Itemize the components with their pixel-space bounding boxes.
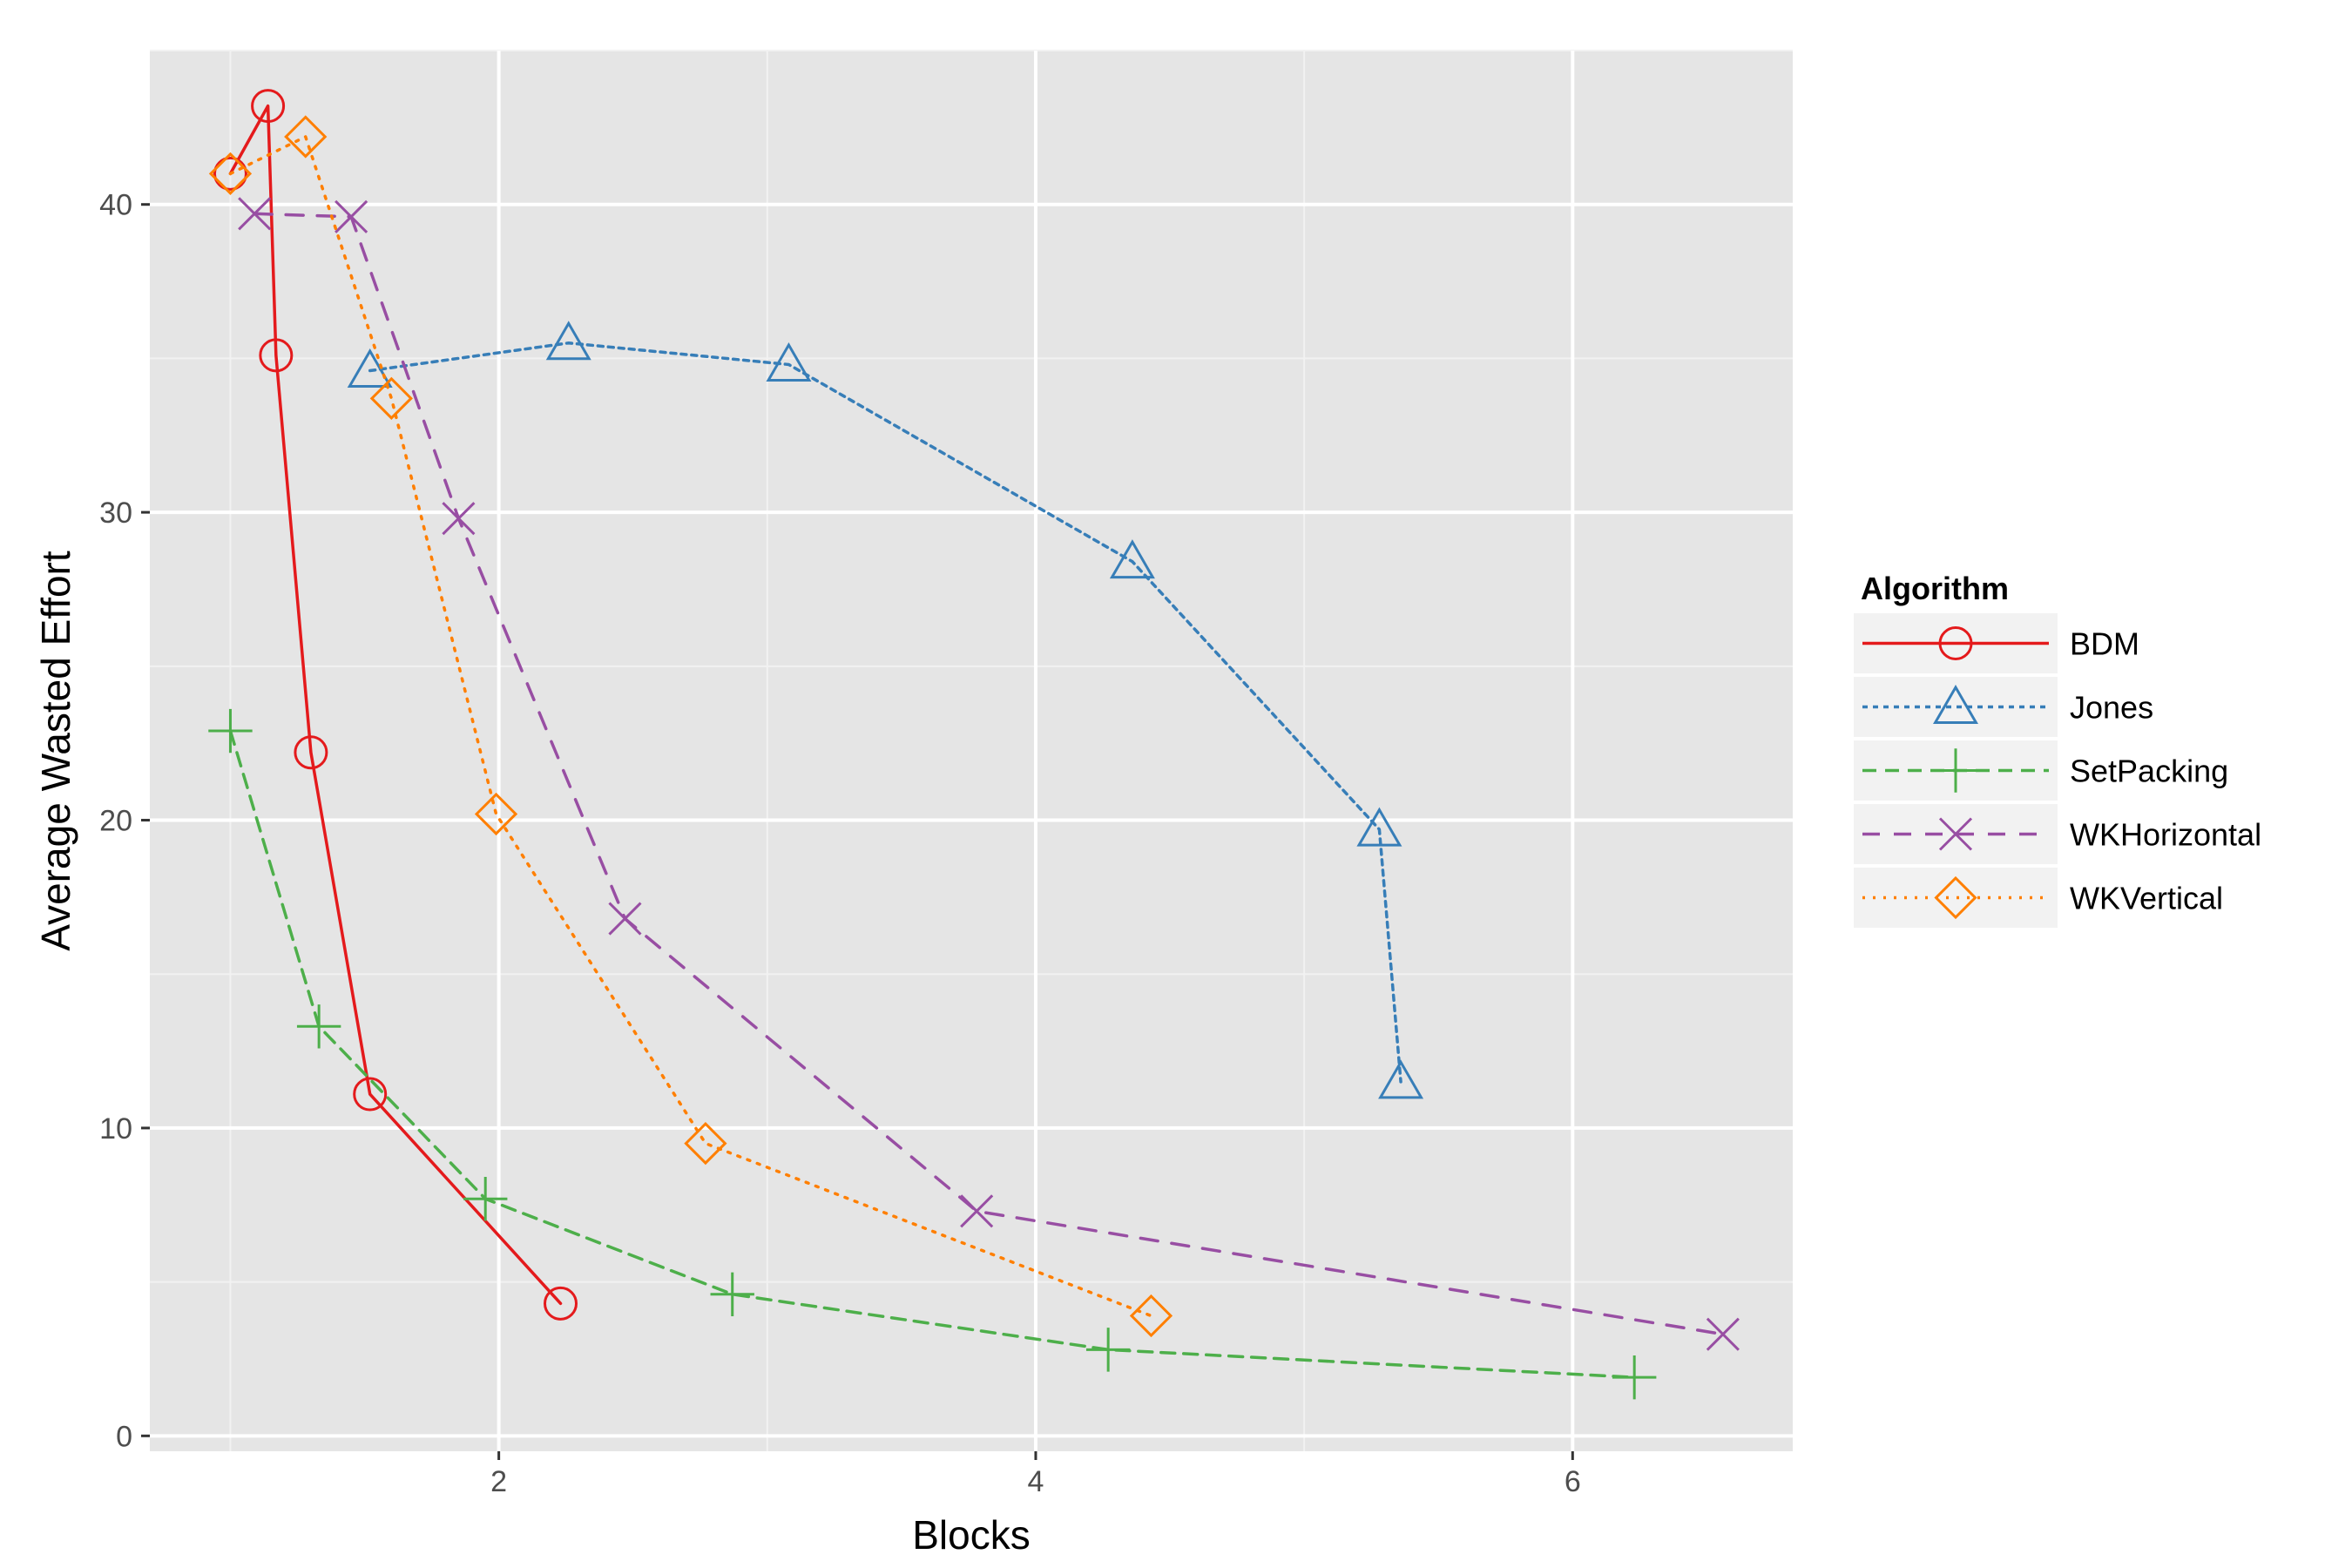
- axis-ticks: [141, 203, 1574, 1460]
- series-point-wkvertical: [284, 115, 328, 159]
- series-point-bdm: [251, 89, 286, 124]
- series-point-jones: [1109, 539, 1155, 579]
- series-point-jones: [347, 348, 393, 389]
- series-point-wkhorizontal: [960, 1194, 994, 1228]
- series-point-setpacking: [1085, 1328, 1131, 1372]
- y-tick-label: 40: [99, 189, 132, 222]
- series-point-wkvertical: [684, 1121, 727, 1166]
- legend-key-marker-wkhorizontal: [1938, 817, 1973, 851]
- series-layer: [208, 89, 1740, 1400]
- series-line-wkhorizontal: [253, 212, 1725, 1336]
- grid-minor: [150, 50, 1793, 1451]
- legend-title: Algorithm: [1861, 571, 2009, 606]
- series-point-wkhorizontal: [335, 199, 368, 233]
- legend-key-marker-setpacking: [1933, 748, 1978, 793]
- legend-label-jones: Jones: [2070, 690, 2153, 726]
- x-tick-label: 4: [1027, 1465, 1044, 1498]
- y-tick-label: 30: [99, 497, 132, 530]
- y-tick-label: 20: [99, 805, 132, 838]
- series-line-wkvertical: [228, 135, 1153, 1318]
- series-point-setpacking: [296, 1004, 341, 1049]
- series-point-bdm: [213, 156, 247, 191]
- legend-label-setpacking: SetPacking: [2070, 754, 2228, 789]
- series-point-setpacking: [710, 1272, 754, 1316]
- legend-label-wkhorizontal: WKHorizontal: [2070, 817, 2261, 853]
- axis-tick-labels: 2 4 6 0 10 20 30 40: [99, 189, 1581, 1498]
- series-point-bdm: [294, 735, 328, 770]
- legend-key-marker-wkvertical: [1934, 875, 1977, 920]
- y-tick-label: 0: [116, 1420, 132, 1453]
- y-tick-label: 10: [99, 1112, 132, 1146]
- series-point-wkvertical: [369, 376, 413, 420]
- series-point-bdm: [544, 1286, 578, 1321]
- series-point-setpacking: [208, 708, 253, 754]
- x-tick-label: 2: [490, 1465, 507, 1498]
- series-point-setpacking: [1612, 1355, 1657, 1400]
- series-point-bdm: [259, 338, 294, 373]
- series-point-wkhorizontal: [442, 502, 476, 536]
- series-point-jones: [1378, 1059, 1424, 1099]
- plot-panel: [150, 51, 1793, 1451]
- series-point-wkhorizontal: [608, 902, 642, 936]
- series-line-jones: [368, 341, 1402, 1084]
- series-line-bdm: [228, 104, 563, 1306]
- x-axis-title: Blocks: [912, 1512, 1030, 1558]
- y-axis-title: Average Wasted Effort: [33, 551, 78, 951]
- legend-key-marker-bdm: [1938, 626, 1973, 660]
- series-point-wkhorizontal: [238, 197, 272, 231]
- grid-major: [150, 51, 1793, 1451]
- series-point-jones: [766, 341, 812, 382]
- series-point-setpacking: [463, 1177, 508, 1221]
- series-point-wkhorizontal: [1706, 1317, 1740, 1351]
- x-tick-label: 6: [1565, 1465, 1581, 1498]
- series-point-wkvertical: [208, 152, 253, 195]
- legend-key-marker-jones: [1933, 685, 1978, 724]
- legend: Algorithm BDM Jones SetPacking WKHorizontal…: [1854, 571, 2261, 928]
- series-line-setpacking: [228, 729, 1636, 1379]
- legend-label-wkvertical: WKVertical: [2070, 881, 2223, 916]
- series-point-jones: [1356, 807, 1402, 847]
- legend-label-bdm: BDM: [2070, 626, 2139, 662]
- series-point-bdm: [353, 1077, 388, 1112]
- series-point-wkvertical: [474, 792, 518, 836]
- series-point-wkvertical: [1129, 1294, 1173, 1338]
- series-point-jones: [545, 321, 591, 361]
